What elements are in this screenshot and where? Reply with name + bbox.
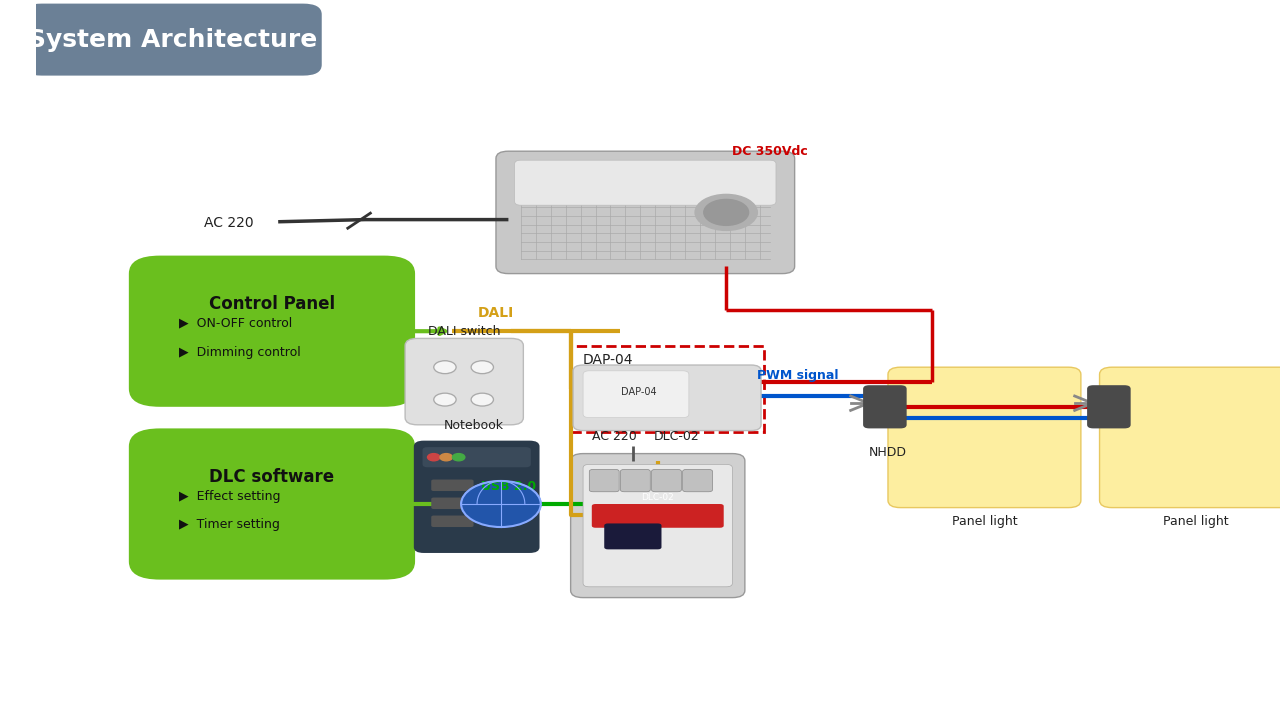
Text: AC 220: AC 220: [591, 430, 636, 443]
FancyBboxPatch shape: [573, 365, 762, 431]
FancyBboxPatch shape: [863, 385, 906, 428]
FancyBboxPatch shape: [621, 469, 650, 492]
Circle shape: [471, 361, 494, 374]
Text: DLC-02: DLC-02: [641, 492, 675, 502]
FancyBboxPatch shape: [888, 367, 1080, 508]
Text: DALI switch: DALI switch: [428, 325, 500, 338]
FancyBboxPatch shape: [584, 371, 689, 418]
FancyBboxPatch shape: [431, 516, 474, 527]
Circle shape: [434, 393, 456, 406]
FancyBboxPatch shape: [652, 469, 681, 492]
FancyBboxPatch shape: [495, 151, 795, 274]
FancyBboxPatch shape: [604, 523, 662, 549]
Text: DALI: DALI: [477, 307, 515, 320]
FancyBboxPatch shape: [1100, 367, 1280, 508]
Text: ▶  Effect setting: ▶ Effect setting: [179, 490, 280, 503]
Text: Notebook: Notebook: [444, 419, 503, 432]
Text: PWM signal: PWM signal: [758, 369, 838, 382]
Text: ▶  Timer setting: ▶ Timer setting: [179, 518, 279, 531]
Circle shape: [704, 199, 749, 225]
Text: DAP-04: DAP-04: [621, 387, 657, 397]
Text: Control Panel: Control Panel: [209, 295, 335, 313]
FancyBboxPatch shape: [129, 256, 415, 407]
Circle shape: [461, 481, 540, 527]
Circle shape: [452, 454, 465, 461]
FancyBboxPatch shape: [413, 441, 540, 553]
Text: System Architecture: System Architecture: [28, 27, 317, 52]
Circle shape: [434, 361, 456, 374]
FancyBboxPatch shape: [23, 4, 321, 76]
FancyBboxPatch shape: [431, 498, 474, 509]
Text: DAP-04: DAP-04: [584, 353, 634, 366]
FancyBboxPatch shape: [591, 504, 723, 528]
Text: ▶  ON-OFF control: ▶ ON-OFF control: [179, 317, 292, 330]
Text: USB 2.0: USB 2.0: [481, 480, 536, 493]
Circle shape: [440, 454, 452, 461]
FancyBboxPatch shape: [431, 480, 474, 491]
Text: DLC software: DLC software: [210, 468, 334, 486]
Text: Panel light: Panel light: [1164, 515, 1229, 528]
FancyBboxPatch shape: [422, 447, 531, 467]
Text: DC 350Vdc: DC 350Vdc: [732, 145, 808, 158]
FancyBboxPatch shape: [589, 469, 620, 492]
Circle shape: [428, 454, 440, 461]
FancyBboxPatch shape: [515, 161, 776, 205]
Text: ▶  Dimming control: ▶ Dimming control: [179, 346, 301, 359]
Text: AC 220: AC 220: [204, 216, 253, 230]
Text: DLC-02: DLC-02: [654, 430, 699, 443]
FancyBboxPatch shape: [406, 338, 524, 425]
FancyBboxPatch shape: [571, 454, 745, 598]
Text: Panel light: Panel light: [951, 515, 1018, 528]
FancyBboxPatch shape: [1087, 385, 1130, 428]
FancyBboxPatch shape: [129, 428, 415, 580]
Text: NHDD: NHDD: [869, 446, 908, 459]
Circle shape: [695, 194, 758, 230]
FancyBboxPatch shape: [584, 464, 732, 587]
Circle shape: [471, 393, 494, 406]
FancyBboxPatch shape: [682, 469, 713, 492]
